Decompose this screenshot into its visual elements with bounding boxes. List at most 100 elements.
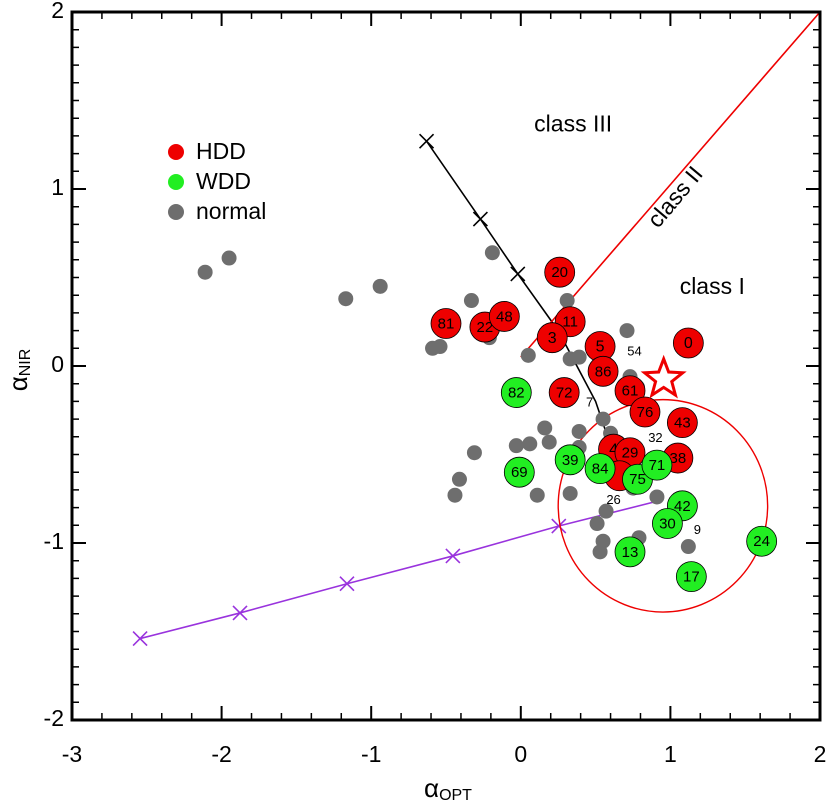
small-label: 54 <box>627 343 641 358</box>
point-label: 61 <box>622 383 639 400</box>
legend-marker <box>168 204 184 220</box>
point-label: 4 <box>609 441 618 458</box>
point <box>430 308 462 339</box>
point-label: 17 <box>683 569 700 586</box>
point-label: 72 <box>556 385 573 402</box>
point-label: 38 <box>670 450 687 467</box>
annotation: class II <box>642 161 708 233</box>
small-label: 26 <box>606 492 620 507</box>
cross-marker <box>445 548 461 564</box>
point-label: 81 <box>438 315 455 332</box>
point-label: 84 <box>592 461 609 478</box>
point-label: 22 <box>477 319 494 336</box>
x-tick-label: 2 <box>814 741 827 767</box>
legend-label: HDD <box>196 138 246 164</box>
small-label: 9 <box>694 522 701 537</box>
point-label: 43 <box>674 415 691 432</box>
x-axis-sub: OPT <box>439 787 472 804</box>
point-label: 13 <box>622 544 639 561</box>
point <box>522 436 538 452</box>
plot-frame <box>70 10 822 722</box>
point <box>595 411 611 427</box>
point <box>619 323 635 339</box>
point <box>592 544 608 560</box>
y-axis-label: αNIR <box>3 349 34 392</box>
point-label: 30 <box>659 515 676 532</box>
point <box>503 456 535 488</box>
point <box>641 449 673 481</box>
point <box>447 487 463 503</box>
cross-marker <box>472 211 488 227</box>
y-tick-label: -1 <box>44 528 64 554</box>
point <box>536 322 568 354</box>
point <box>652 508 683 539</box>
legend-marker <box>168 144 184 160</box>
point <box>488 301 520 332</box>
x-tick-label: 0 <box>514 741 527 767</box>
y-axis-sub: NIR <box>17 349 34 377</box>
point <box>541 434 557 450</box>
annotation: class III <box>534 110 612 136</box>
x-tick-label: -3 <box>62 741 82 767</box>
point-label: 75 <box>629 471 646 488</box>
point-label: 3 <box>548 330 557 347</box>
small-label: 7 <box>586 395 593 410</box>
x-axis-symbol: α <box>424 773 439 803</box>
point <box>529 487 545 503</box>
point-label: 69 <box>511 464 528 481</box>
point-label: 48 <box>496 308 513 325</box>
guide-line <box>139 499 661 640</box>
point <box>508 438 524 454</box>
point <box>451 471 467 487</box>
point <box>614 536 646 568</box>
cross-marker <box>232 605 248 621</box>
point <box>598 503 614 519</box>
point <box>614 375 646 407</box>
y-axis-symbol: α <box>3 376 33 391</box>
cross-marker <box>510 266 526 282</box>
cross-marker <box>551 518 567 534</box>
legend-marker <box>168 174 184 190</box>
point-label: 20 <box>551 264 568 281</box>
small-label: 32 <box>648 430 662 445</box>
point <box>675 561 707 593</box>
point <box>520 347 536 363</box>
point <box>584 453 616 485</box>
point-label: 42 <box>674 498 691 515</box>
point-label: 39 <box>562 452 579 469</box>
point <box>432 339 448 355</box>
point-label: 82 <box>508 385 525 402</box>
star-marker <box>640 354 687 399</box>
point <box>562 485 578 501</box>
cross-marker <box>132 631 148 647</box>
point <box>544 256 576 288</box>
point <box>746 525 778 557</box>
point <box>571 423 587 439</box>
y-tick-label: 0 <box>51 351 64 377</box>
point <box>197 264 213 280</box>
point <box>649 489 665 505</box>
point <box>666 407 698 439</box>
x-tick-label: -2 <box>211 741 231 767</box>
annotation: class I <box>680 273 745 299</box>
point <box>554 444 586 476</box>
point <box>338 291 354 307</box>
point <box>463 293 479 309</box>
point <box>466 445 482 461</box>
point-label: 86 <box>595 363 612 380</box>
point <box>537 420 553 436</box>
point <box>589 516 605 532</box>
point-label: 11 <box>562 314 578 331</box>
region-ellipse <box>557 398 769 613</box>
x-tick-label: 1 <box>664 741 677 767</box>
y-tick-label: 1 <box>51 174 64 200</box>
x-tick-label: -1 <box>361 741 381 767</box>
cross-marker <box>339 576 355 592</box>
point-label: 76 <box>637 404 654 421</box>
legend-label: normal <box>196 198 266 224</box>
legend-label: WDD <box>196 168 251 194</box>
point <box>548 377 580 408</box>
point <box>629 396 661 428</box>
point-label: 5 <box>596 339 605 356</box>
